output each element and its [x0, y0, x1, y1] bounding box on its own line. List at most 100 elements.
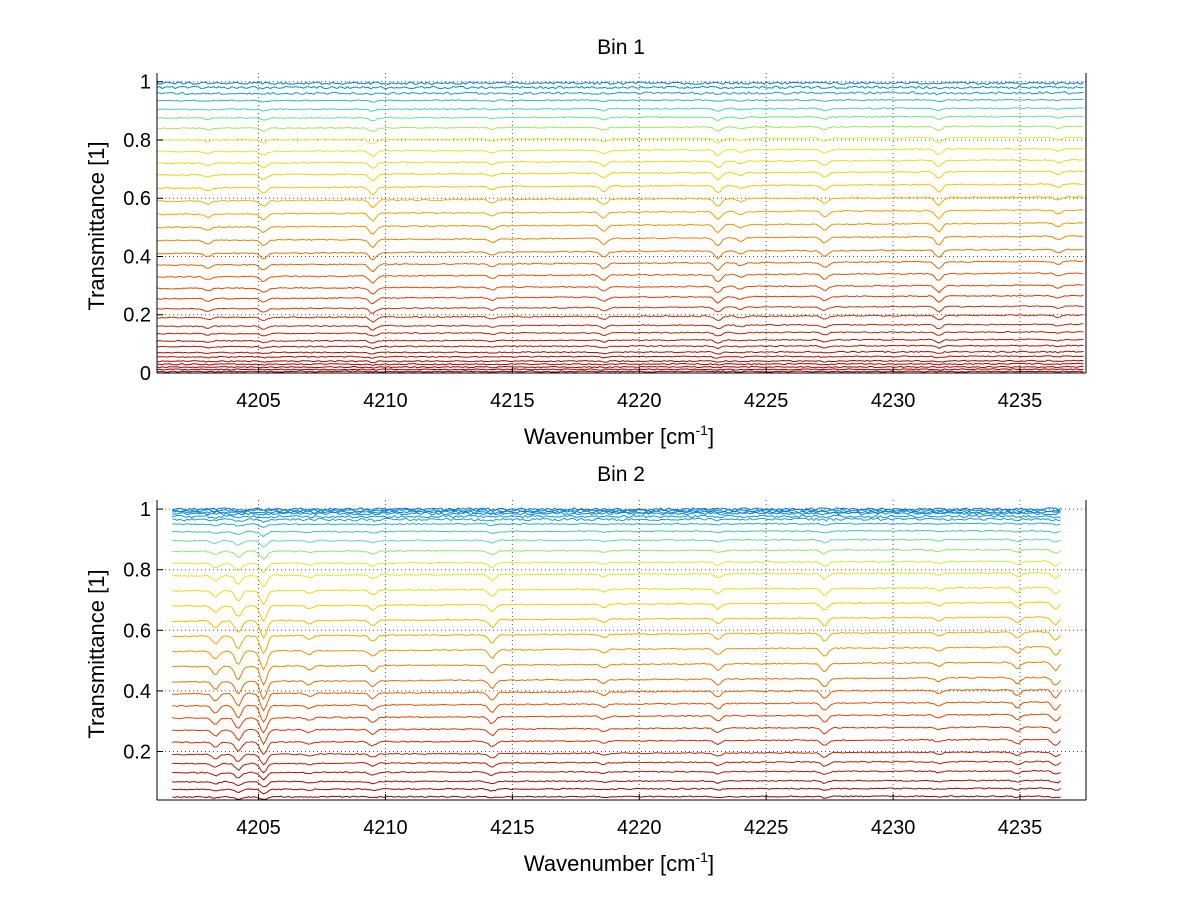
- series-line: [157, 370, 1084, 373]
- y-tick-label: 0.4: [123, 681, 151, 703]
- series-line: [157, 136, 1084, 145]
- series-line: [172, 601, 1061, 623]
- series-line: [157, 182, 1084, 196]
- y-tick-label: 0.8: [123, 560, 151, 582]
- series-line: [157, 125, 1084, 132]
- y-tick-labels: 0.2 0.4 0.6 0.8 1: [123, 499, 151, 763]
- series-line: [172, 760, 1061, 774]
- series-line: [172, 507, 1061, 511]
- series-line: [172, 769, 1061, 781]
- series-line: [172, 713, 1062, 734]
- series-line: [172, 726, 1061, 746]
- series-line: [172, 586, 1061, 606]
- series-line: [157, 314, 1084, 323]
- chart-title: Bin 1: [597, 36, 645, 59]
- x-tick-label: 4205: [236, 390, 281, 412]
- y-tick-label: 0.6: [123, 620, 151, 642]
- series-line: [157, 305, 1084, 314]
- series-line: [172, 701, 1062, 723]
- x-tick-label: 4235: [998, 390, 1043, 412]
- series-line: [172, 661, 1062, 687]
- series-line: [157, 81, 1084, 85]
- series-line: [157, 115, 1084, 122]
- series-line: [157, 344, 1084, 350]
- series-line: [157, 260, 1084, 273]
- series-lines: [172, 507, 1062, 800]
- series-line: [157, 91, 1084, 96]
- series-line: [157, 98, 1084, 103]
- series-line: [172, 676, 1061, 701]
- series-line: [172, 538, 1061, 548]
- series-line: [172, 529, 1061, 538]
- series-line: [172, 645, 1062, 671]
- series-line: [157, 323, 1084, 331]
- series-line: [172, 548, 1061, 561]
- series-line: [157, 330, 1084, 337]
- chart-panel-bin-2: Bin 2 4205 4210 4215 4220 4225 4230 4235 0.20.…: [84, 463, 1087, 876]
- x-tick-labels: 4205 4210 4215 4220 4225 4230 4235: [236, 817, 1042, 839]
- y-tick-label: 0: [140, 363, 151, 385]
- y-tick-label: 0.2: [123, 305, 151, 327]
- series-line: [172, 630, 1061, 655]
- series-line: [172, 787, 1061, 795]
- y-axis-label: Transmittance [1]: [84, 569, 109, 738]
- series-line: [157, 235, 1084, 248]
- y-tick-label: 0.6: [123, 188, 151, 210]
- series-line: [172, 560, 1061, 574]
- series-line: [157, 195, 1084, 209]
- series-line: [157, 355, 1084, 359]
- x-tick-label: 4220: [617, 390, 662, 412]
- series-line: [157, 362, 1084, 366]
- y-tick-label: 0.8: [123, 130, 151, 152]
- chart-title: Bin 2: [597, 463, 645, 486]
- series-line: [157, 222, 1084, 235]
- series-line: [157, 248, 1084, 261]
- x-tick-labels: 4205 4210 4215 4220 4225 4230 4235: [236, 390, 1042, 412]
- axes: [156, 73, 1087, 374]
- axes: [156, 500, 1087, 801]
- y-tick-label: 1: [140, 499, 151, 521]
- series-line: [172, 510, 1061, 515]
- x-tick-label: 4235: [998, 817, 1043, 839]
- series-line: [157, 368, 1084, 371]
- series-line: [157, 85, 1084, 90]
- x-axis-label: Wavenumber [cm-1]: [524, 422, 714, 449]
- x-tick-label: 4230: [871, 390, 916, 412]
- series-line: [172, 688, 1062, 712]
- series-line: [157, 338, 1084, 344]
- series-line: [172, 514, 1061, 519]
- series-line: [157, 350, 1084, 355]
- x-tick-label: 4230: [871, 817, 916, 839]
- x-tick-label: 4205: [236, 817, 281, 839]
- series-line: [157, 170, 1084, 182]
- x-tick-label: 4210: [363, 390, 408, 412]
- series-line: [172, 751, 1061, 766]
- grid: [157, 500, 1086, 800]
- series-line: [172, 571, 1061, 588]
- series-line: [157, 294, 1084, 305]
- series-line: [157, 147, 1084, 158]
- series-line: [172, 522, 1061, 528]
- series-line: [157, 107, 1084, 112]
- series-line: [172, 779, 1061, 788]
- y-tick-label: 0.4: [123, 246, 151, 268]
- series-line: [172, 795, 1061, 800]
- x-tick-label: 4210: [363, 817, 408, 839]
- series-lines: [157, 81, 1084, 373]
- y-axis-label: Transmittance [1]: [84, 141, 109, 310]
- series-line: [172, 738, 1061, 756]
- series-line: [157, 283, 1084, 295]
- series-line: [157, 209, 1084, 222]
- x-tick-label: 4215: [490, 817, 535, 839]
- y-tick-label: 1: [140, 72, 151, 94]
- series-line: [157, 365, 1084, 369]
- series-line: [172, 517, 1061, 524]
- series-line: [157, 158, 1084, 169]
- series-line: [157, 359, 1084, 364]
- series-line: [172, 616, 1061, 640]
- x-tick-label: 4225: [744, 817, 789, 839]
- y-tick-labels: 0 0.2 0.4 0.6 0.8 1: [123, 72, 151, 385]
- x-tick-label: 4225: [744, 390, 789, 412]
- chart-panel-bin-1: Bin 1 4205 4210 4215 4220 4225 4230 4235 00.20…: [84, 36, 1087, 449]
